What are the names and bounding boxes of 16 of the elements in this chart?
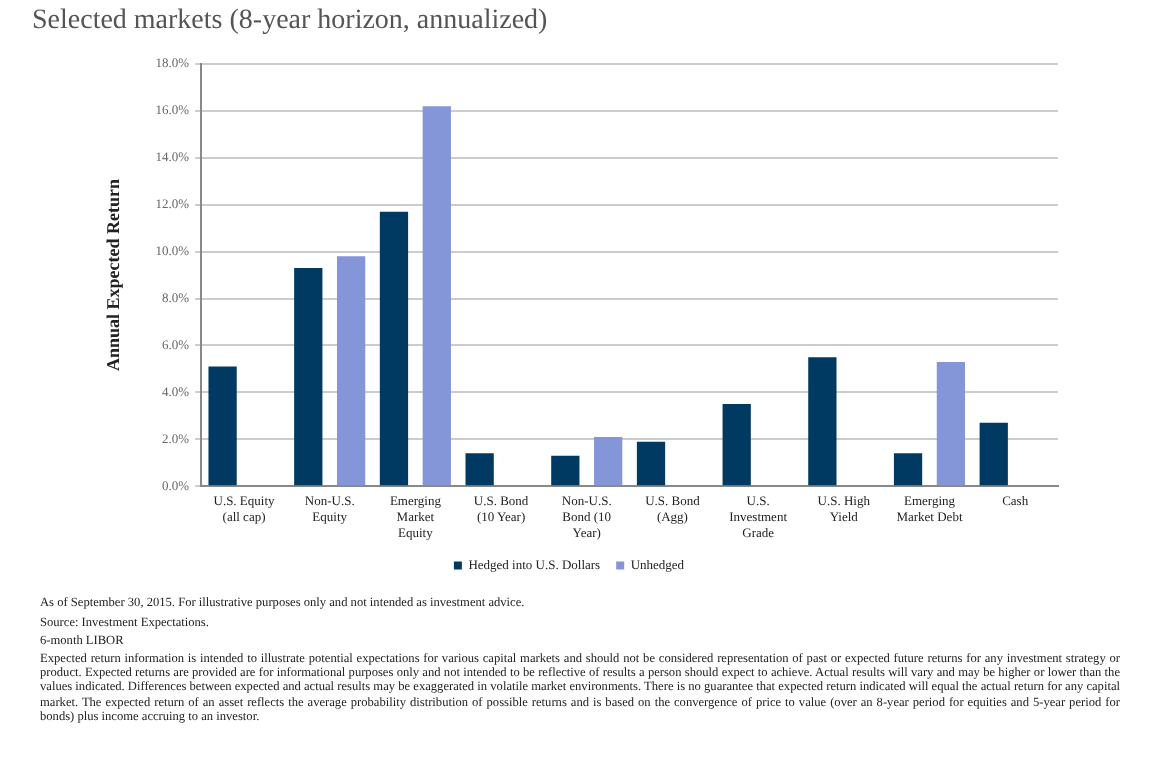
bar xyxy=(936,361,966,486)
bar xyxy=(636,441,666,486)
bar xyxy=(551,455,580,486)
bar xyxy=(208,366,237,486)
chart-title: Selected markets (8-year horizon, annualized) xyxy=(32,6,548,38)
bar xyxy=(722,404,751,486)
bar xyxy=(336,256,366,486)
bar xyxy=(979,422,1008,486)
bar xyxy=(893,453,923,486)
bar xyxy=(422,106,451,486)
bar xyxy=(294,268,323,486)
bar xyxy=(594,436,623,486)
bar xyxy=(379,211,409,486)
y-axis-title: Annual Expected Return xyxy=(103,179,124,372)
bar xyxy=(808,357,837,486)
bar xyxy=(465,453,494,486)
